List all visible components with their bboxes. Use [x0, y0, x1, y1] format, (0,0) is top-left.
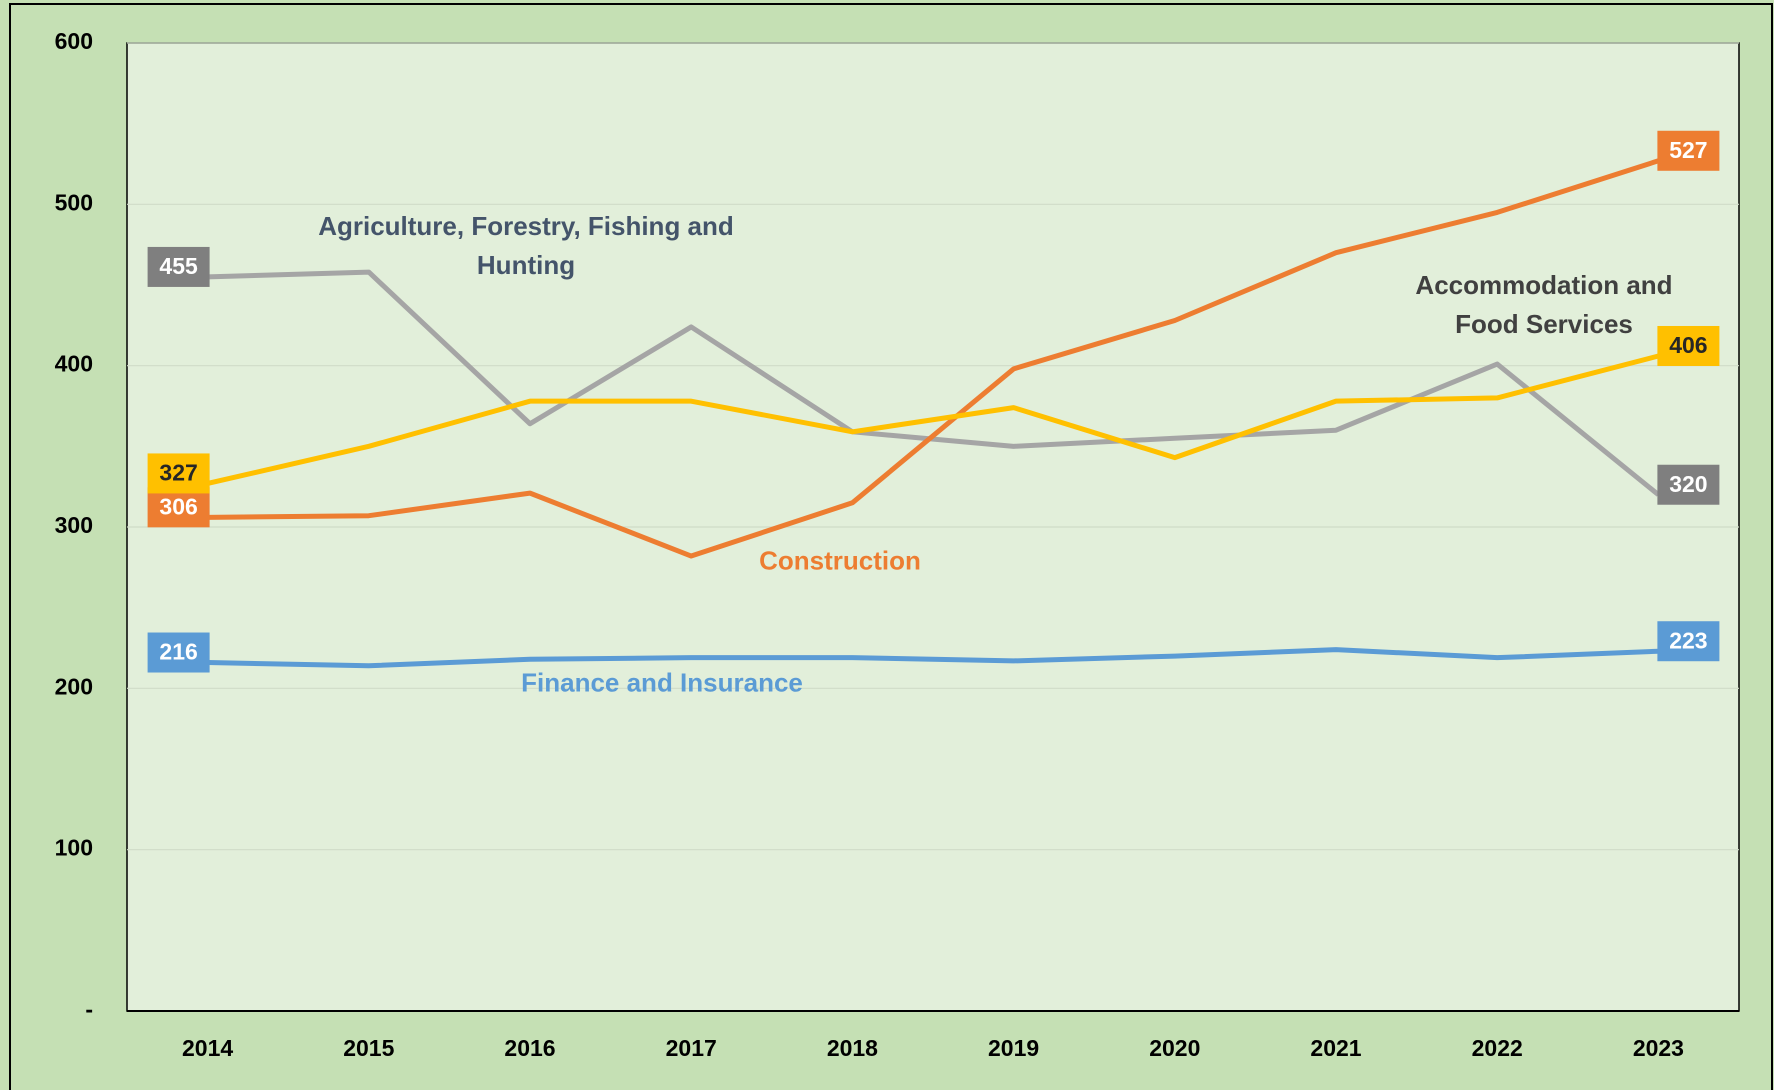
series-line — [207, 647, 1659, 669]
data-label: 216 — [159, 639, 197, 665]
data-label: 327 — [159, 460, 197, 486]
series-name: Agriculture, Forestry, Fishing and Hunti… — [318, 211, 734, 280]
data-label: 527 — [1669, 137, 1707, 163]
x-tick-label: 2019 — [988, 1035, 1039, 1061]
data-label-box — [1657, 130, 1720, 171]
series-name: Construction — [759, 545, 921, 576]
x-tick-label: 2021 — [1310, 1035, 1361, 1061]
series-line — [207, 353, 1660, 486]
data-label-box — [1657, 325, 1720, 366]
x-tick-label: 2017 — [666, 1035, 717, 1061]
y-tick-label: 500 — [55, 189, 93, 215]
data-label-box — [147, 632, 210, 673]
y-tick-label: - — [85, 996, 93, 1022]
x-tick-label: 2018 — [827, 1035, 878, 1061]
data-label: 223 — [1669, 627, 1707, 653]
x-tick-label: 2022 — [1472, 1035, 1523, 1061]
x-tick-label: 2014 — [182, 1035, 233, 1061]
x-tick-label: 2015 — [343, 1035, 394, 1061]
x-tick-label: 2020 — [1149, 1035, 1200, 1061]
y-tick-label: 400 — [55, 351, 93, 377]
data-label-box — [147, 246, 210, 287]
data-label-box — [147, 487, 210, 528]
y-tick-label: 100 — [55, 835, 93, 861]
y-tick-label: 600 — [55, 28, 93, 54]
data-label-box — [147, 453, 210, 494]
series-line — [207, 158, 1660, 559]
x-tick-label: 2023 — [1633, 1035, 1684, 1061]
data-label: 455 — [159, 253, 198, 279]
data-label: 306 — [159, 493, 197, 519]
series-name: Finance and Insurance — [521, 667, 803, 698]
y-tick-label: 300 — [55, 512, 93, 538]
x-tick-label: 2016 — [504, 1035, 555, 1061]
data-label-box — [1657, 621, 1720, 662]
series-name: Accommodation and Food Services — [1415, 270, 1673, 339]
data-label-box — [1657, 464, 1720, 505]
data-label: 406 — [1669, 332, 1707, 358]
data-label: 320 — [1669, 471, 1707, 497]
y-tick-label: 200 — [55, 673, 93, 699]
